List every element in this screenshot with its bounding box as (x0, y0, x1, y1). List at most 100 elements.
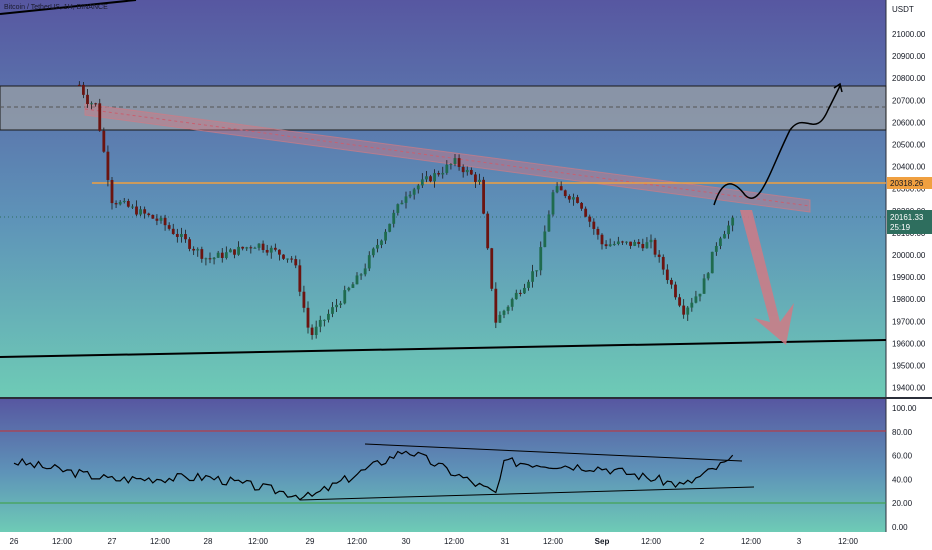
candle-body (143, 209, 147, 214)
rsi-line[interactable] (13, 450, 734, 501)
candle-body (273, 247, 277, 250)
candle-body (286, 258, 289, 260)
support-trendline[interactable] (0, 339, 887, 358)
candle-body (531, 271, 534, 282)
candle-body (327, 313, 330, 320)
candle-body (302, 291, 306, 308)
candle-body (384, 231, 387, 241)
candle-body (131, 206, 134, 208)
bullish-projection-arrowhead (833, 82, 843, 93)
candle-body (670, 280, 673, 285)
candle-body (478, 179, 481, 182)
rsi-upper-trendline[interactable] (364, 443, 743, 462)
candle-body (580, 202, 583, 209)
candle-body (437, 173, 441, 175)
candle-body (204, 258, 208, 260)
top-trendline[interactable] (0, 0, 137, 15)
candle-body (621, 241, 624, 243)
candle-body (98, 103, 102, 131)
rsi-axis[interactable]: 100.00 80.00 60.00 40.00 20.00 0.00 (892, 404, 917, 532)
bullish-projection-path[interactable] (713, 85, 841, 206)
time-tick-label: 12:00 (347, 537, 368, 546)
time-tick-label: 12:00 (52, 537, 73, 546)
time-tick-label: 12:00 (543, 537, 564, 546)
candle-body (584, 208, 588, 217)
candle-body (363, 268, 367, 275)
candle-body (710, 251, 714, 274)
candle-body (184, 234, 187, 240)
time-axis[interactable]: 26 12:00 27 12:00 28 12:00 29 12:00 30 12:00 31 12:… (10, 537, 859, 546)
candle-body (535, 270, 539, 272)
candle-body (543, 231, 547, 248)
time-tick-label: 27 (108, 537, 117, 546)
candle-body (612, 243, 616, 245)
candle-body (306, 307, 310, 328)
candle-body (404, 196, 408, 203)
candle-body (367, 255, 371, 269)
candle-body (180, 234, 183, 237)
candle-body (719, 238, 722, 246)
time-tick-label: 12:00 (248, 537, 269, 546)
candle-body (518, 292, 522, 294)
supply-zone-box[interactable] (0, 85, 887, 131)
last-price-label: 20161.33 (890, 213, 924, 222)
candle-body (86, 94, 89, 105)
price-tick-label: 19900.00 (892, 273, 926, 282)
time-tick-label: 29 (306, 537, 315, 546)
candle-body (698, 293, 702, 297)
candle-body (282, 254, 285, 259)
rsi-lower-trendline[interactable] (299, 486, 755, 501)
price-tick-label: 20300.00 (892, 185, 926, 194)
candle-body (200, 249, 204, 259)
candle-body (449, 164, 453, 166)
candle-body (551, 192, 555, 215)
symbol-header: Bitcoin / TetherUS, 1H, BINANCE (4, 4, 108, 11)
bearish-projection-arrow[interactable] (740, 210, 794, 345)
rsi-tick-label: 40.00 (892, 475, 913, 484)
candle-body (257, 243, 261, 248)
candle-body (523, 287, 526, 294)
candle-body (490, 248, 494, 289)
price-tick-label: 20500.00 (892, 141, 926, 150)
candle-body (265, 249, 269, 253)
candle-body (192, 248, 196, 251)
candle-body (653, 239, 657, 255)
candle-body (625, 241, 628, 243)
candle-body (661, 256, 665, 270)
candle-body (694, 296, 698, 303)
candle-body (339, 303, 343, 305)
candle-countdown-label: 25:19 (890, 223, 911, 232)
candle-body (118, 201, 122, 205)
candle-body (175, 233, 179, 237)
candle-body (629, 241, 632, 246)
price-tick-label: 19700.00 (892, 317, 926, 326)
price-axis[interactable]: 21000.00 20900.00 20800.00 20700.00 20600.00… (892, 30, 926, 393)
descending-channel-mid (84, 108, 811, 207)
time-tick-label: 2 (700, 537, 705, 546)
candle-body (155, 218, 159, 221)
candle-body (94, 103, 98, 105)
candle-body (563, 190, 567, 197)
candle-body (608, 244, 612, 247)
candle-body (588, 216, 592, 222)
candle-body (351, 284, 355, 288)
candle-body (416, 185, 420, 190)
candle-body (102, 130, 106, 152)
candle-body (510, 299, 514, 307)
candlestick-series[interactable] (77, 81, 735, 340)
candle-body (486, 213, 490, 249)
time-tick-label: 12:00 (444, 537, 465, 546)
candle-body (727, 225, 730, 235)
candle-body (376, 244, 379, 249)
candle-body (253, 247, 257, 249)
descending-channel[interactable] (84, 103, 811, 213)
resistance-level-label: 20318.26 (890, 179, 924, 188)
candle-body (604, 244, 608, 247)
candle-body (224, 252, 228, 258)
price-tick-label: 19400.00 (892, 384, 926, 393)
candle-body (139, 209, 142, 215)
candle-body (126, 200, 130, 207)
candle-body (229, 249, 232, 253)
candle-body (474, 174, 477, 182)
